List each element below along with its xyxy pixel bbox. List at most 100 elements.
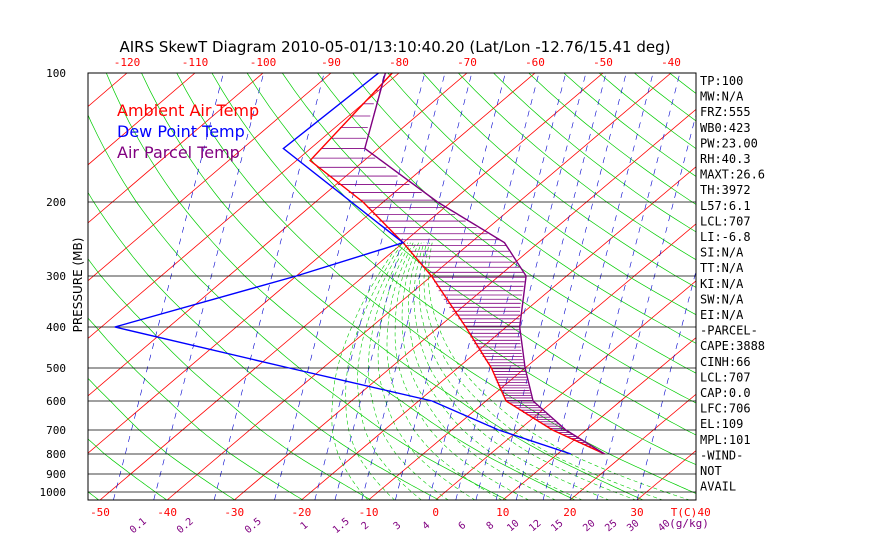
- top-temp-tick: -80: [389, 56, 409, 69]
- stat-line: MW:N/A: [700, 90, 744, 104]
- stat-line: EI:N/A: [700, 308, 744, 322]
- mixing-ratio-line: [515, 73, 627, 500]
- dry-adiabat: [282, 73, 696, 404]
- moist-adiabat: [419, 242, 637, 500]
- profile-dew-point-temp: [114, 73, 572, 455]
- mixing-ratio-line: [495, 73, 607, 500]
- dry-adiabat: [845, 73, 870, 500]
- y-axis-label: PRESSURE (MB): [71, 238, 85, 333]
- dry-adiabat: [88, 377, 236, 500]
- stat-line: MAXT:26.6: [700, 168, 765, 182]
- bottom-temp-tick: 30: [630, 506, 643, 519]
- stat-line: LI:-6.8: [700, 230, 751, 244]
- moist-adiabat: [386, 242, 503, 500]
- moist-adiabat: [423, 242, 664, 500]
- mixing-ratio-line: [153, 73, 264, 500]
- bottom-temp-tick: 20: [563, 506, 576, 519]
- x-axis-label-temp: T(C): [671, 506, 698, 519]
- isotherm-line: [502, 337, 696, 500]
- mixing-ratio-line: [334, 73, 446, 500]
- moist-adiabat: [357, 242, 422, 500]
- dry-adiabat: [211, 73, 696, 465]
- top-temp-tick: -70: [457, 56, 477, 69]
- dry-adiabat: [88, 317, 304, 500]
- isotherm-line: [88, 73, 264, 224]
- moist-adiabat: [345, 242, 403, 500]
- top-temp-tick: -120: [114, 56, 141, 69]
- pressure-tick-label: 200: [46, 196, 66, 209]
- dry-adiabat: [246, 73, 696, 436]
- bottom-temp-tick: -20: [291, 506, 311, 519]
- chart-title: AIRS SkewT Diagram 2010-05-01/13:10:40.2…: [119, 38, 670, 56]
- pressure-tick-label: 100: [46, 67, 66, 80]
- mixing-ratio-tick: 12: [527, 518, 543, 534]
- top-temp-tick: -40: [661, 56, 681, 69]
- profile-ambient-air-temp: [309, 73, 605, 455]
- stat-line: LCL:707: [700, 214, 751, 228]
- legend-entry: Ambient Air Temp: [117, 101, 259, 120]
- pressure-tick-label: 300: [46, 270, 66, 283]
- moist-adiabat: [331, 242, 400, 500]
- mixing-ratio-line: [542, 73, 654, 500]
- dry-adiabat: [458, 73, 696, 261]
- stat-line: -WIND-: [700, 448, 743, 462]
- dry-adiabat: [422, 73, 696, 288]
- bottom-temp-tick: -10: [359, 506, 379, 519]
- bottom-temp-tick: 10: [496, 506, 509, 519]
- isotherm-line: [88, 73, 196, 166]
- isotherm-line: [435, 280, 696, 500]
- stat-line: LFC:706: [700, 402, 751, 416]
- mixing-ratio-tick: 30: [625, 518, 641, 534]
- dry-adiabat: [141, 73, 644, 500]
- legend: Ambient Air Temp Dew Point Temp Air Parcel…: [117, 101, 259, 162]
- bottom-temp-tick: 40: [698, 506, 711, 519]
- isotherm-line: [368, 223, 696, 500]
- stat-line: TH:3972: [700, 183, 751, 197]
- dry-adiabat: [0, 73, 31, 500]
- stat-line: CAPE:3888: [700, 339, 765, 353]
- top-temp-tick: -60: [525, 56, 545, 69]
- pressure-tick-label: 500: [46, 362, 66, 375]
- isotherm-line: [99, 73, 604, 500]
- pressure-ticks: 100 200 300 400 500 600 700 800 900 1000: [40, 67, 67, 499]
- stat-line: LCL:707: [700, 370, 751, 384]
- stat-line: NOT: [700, 464, 722, 478]
- top-temp-tick: -90: [321, 56, 341, 69]
- legend-entry: Dew Point Temp: [117, 122, 245, 141]
- stat-line: MPL:101: [700, 433, 751, 447]
- dry-adiabat: [352, 73, 696, 344]
- mixing-ratio-tick: 0.1: [128, 516, 149, 536]
- mixing-ratio-line: [274, 73, 385, 500]
- mixing-ratio-tick: 8: [485, 520, 497, 532]
- moist-adiabat: [368, 242, 449, 500]
- stat-line: TT:N/A: [700, 261, 744, 275]
- mixing-ratio-line: [636, 269, 696, 500]
- dry-adiabat: [775, 73, 870, 500]
- profile-air-parcel-temp: [363, 73, 605, 455]
- x-axis-label-mixing: (g/kg): [669, 517, 709, 530]
- mixing-ratio-tick: 10: [505, 518, 521, 534]
- dry-adiabat: [88, 258, 372, 500]
- stat-line: CINH:66: [700, 355, 751, 369]
- stat-line: FRZ:555: [700, 105, 751, 119]
- pressure-tick-label: 800: [46, 448, 66, 461]
- mixing-ratio-line: [113, 73, 224, 500]
- moist-adiabat: [394, 242, 530, 500]
- profile-lines: [114, 73, 605, 455]
- mixing-ratio-tick: 3: [392, 520, 404, 532]
- moist-adiabat: [377, 242, 476, 500]
- mixing-ratio-line: [569, 73, 681, 500]
- pressure-tick-label: 900: [46, 468, 66, 481]
- dry-adiabat: [493, 73, 696, 233]
- bottom-temp-tick: -50: [90, 506, 110, 519]
- dry-adiabat: [88, 191, 440, 500]
- dry-adiabat: [387, 73, 696, 316]
- stat-line: L57:6.1: [700, 199, 751, 213]
- mixing-ratio-tick: 0.2: [175, 516, 196, 536]
- pressure-tick-label: 1000: [40, 486, 67, 499]
- isotherm-line: [166, 73, 672, 500]
- mixing-ratio-tick: 15: [549, 518, 565, 534]
- stat-line: WB0:423: [700, 121, 751, 135]
- stat-line: CAP:0.0: [700, 386, 751, 400]
